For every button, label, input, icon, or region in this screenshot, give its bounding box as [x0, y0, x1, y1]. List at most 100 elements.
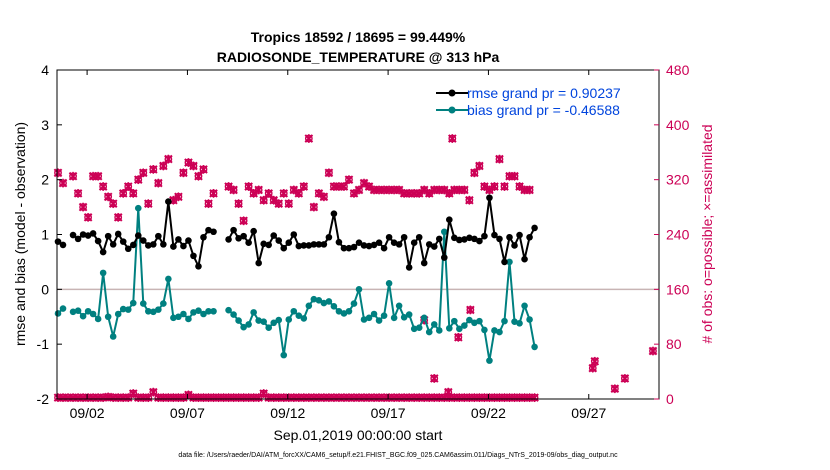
rmse-point [195, 263, 202, 270]
y2-tick-label: 0 [666, 391, 674, 407]
obs-assimilated-point [460, 185, 469, 195]
rmse-point [430, 243, 438, 250]
rmse-point [365, 242, 373, 250]
obs-assimilated-point [93, 171, 103, 181]
rmse-point [300, 242, 308, 249]
obs-assimilated-point [68, 171, 78, 181]
bias-point [325, 298, 333, 305]
bias-point [280, 351, 288, 359]
obs-assimilated-point [189, 161, 198, 171]
legend-rmse-marker [448, 89, 456, 97]
y-axis-left: -2 -1 0 1 2 3 4 [37, 62, 62, 407]
bias-point [245, 321, 252, 328]
obs-assimilated-point [470, 168, 479, 178]
rmse-point [526, 233, 533, 241]
rmse-point [255, 259, 262, 267]
bias-point [84, 307, 92, 315]
rmse-point [390, 239, 398, 247]
rmse-point [74, 235, 82, 243]
bias-point [94, 315, 102, 323]
rmse-point [335, 238, 343, 246]
bias-point [491, 327, 498, 334]
bias-point [365, 314, 373, 322]
bias-point [420, 314, 428, 322]
obs-assimilated-point [194, 171, 203, 181]
bias-point [69, 308, 77, 316]
bias-point [134, 204, 142, 212]
bias-point [54, 310, 62, 317]
obs-assimilated-point [229, 185, 238, 195]
obs-assimilated-point [58, 178, 68, 188]
obs-assimilated-point [339, 182, 349, 191]
rmse-point [79, 231, 87, 238]
rmse-point [290, 231, 298, 238]
bias-point [240, 323, 247, 331]
rmse-point [205, 226, 212, 234]
rmse-point [370, 241, 378, 249]
rmse-point [355, 239, 363, 247]
x-tick-label: 09/12 [270, 405, 305, 421]
rmse-point [210, 228, 217, 236]
legend-bias-marker [448, 106, 456, 114]
bias-point [175, 313, 182, 321]
obs-outlier-assimilated [648, 346, 658, 356]
obs-outlier-assimilated [443, 387, 453, 397]
obs-assimilated-point [98, 182, 108, 191]
rmse-point [165, 198, 172, 205]
bias-point [410, 325, 418, 333]
rmse-point [340, 244, 348, 252]
bias-point [79, 312, 87, 320]
bias-point [511, 318, 518, 325]
bias-point [230, 311, 237, 318]
bias-point [355, 286, 363, 293]
y2-tick-label: 320 [666, 172, 690, 188]
bias-point [205, 307, 212, 315]
rmse-point [511, 242, 518, 249]
bias-point [170, 314, 177, 322]
bias-point [320, 299, 328, 307]
rmse-point [461, 236, 468, 243]
rmse-point [491, 231, 498, 239]
obs-assimilated-point [284, 199, 294, 209]
bias-point [461, 322, 468, 329]
legend-bias-label: bias grand pr = -0.46588 [467, 102, 620, 118]
x-axis-label: Sep.01,2019 00:00:00 start [274, 427, 443, 443]
y2-tick-label: 240 [666, 227, 690, 243]
obs-assimilated-point [154, 178, 163, 188]
obs-assimilated-point [108, 199, 118, 209]
obs-assimilated-point [204, 199, 213, 209]
obs-assimilated-point [239, 216, 248, 226]
obs-assimilated-point [179, 168, 188, 178]
rmse-point [185, 237, 192, 244]
obs-assimilated-point [244, 182, 253, 191]
rmse-point [240, 232, 247, 240]
bias-point [466, 316, 473, 324]
rmse-point [345, 244, 353, 252]
rmse-series [54, 194, 538, 271]
rmse-point [375, 239, 383, 247]
bias-point [235, 317, 242, 324]
rmse-point [330, 210, 338, 217]
rmse-point [440, 254, 448, 261]
rmse-point [320, 241, 328, 248]
rmse-point [280, 244, 288, 252]
rmse-point [170, 243, 177, 250]
rmse-point [160, 241, 167, 248]
rmse-point [451, 234, 458, 242]
obs-outlier-assimilated [588, 363, 598, 373]
obs-assimilated-point [83, 212, 93, 222]
y2-tick-label: 480 [666, 62, 690, 78]
bias-point [160, 300, 167, 307]
chart-subtitle: RADIOSONDE_TEMPERATURE @ 313 hPa [217, 49, 500, 65]
bias-point [380, 312, 388, 319]
x-tick-label: 09/17 [371, 405, 406, 421]
bias-point [405, 311, 413, 318]
rmse-point [270, 232, 278, 239]
bias-point [185, 315, 192, 323]
obs-assimilated-point [264, 188, 274, 198]
rmse-point [405, 264, 413, 271]
rmse-point [471, 235, 478, 243]
bias-point [310, 295, 318, 303]
y-axis-right-label: # of obs: o=possible; ×=assimilated [699, 124, 715, 343]
rmse-point [54, 238, 62, 245]
